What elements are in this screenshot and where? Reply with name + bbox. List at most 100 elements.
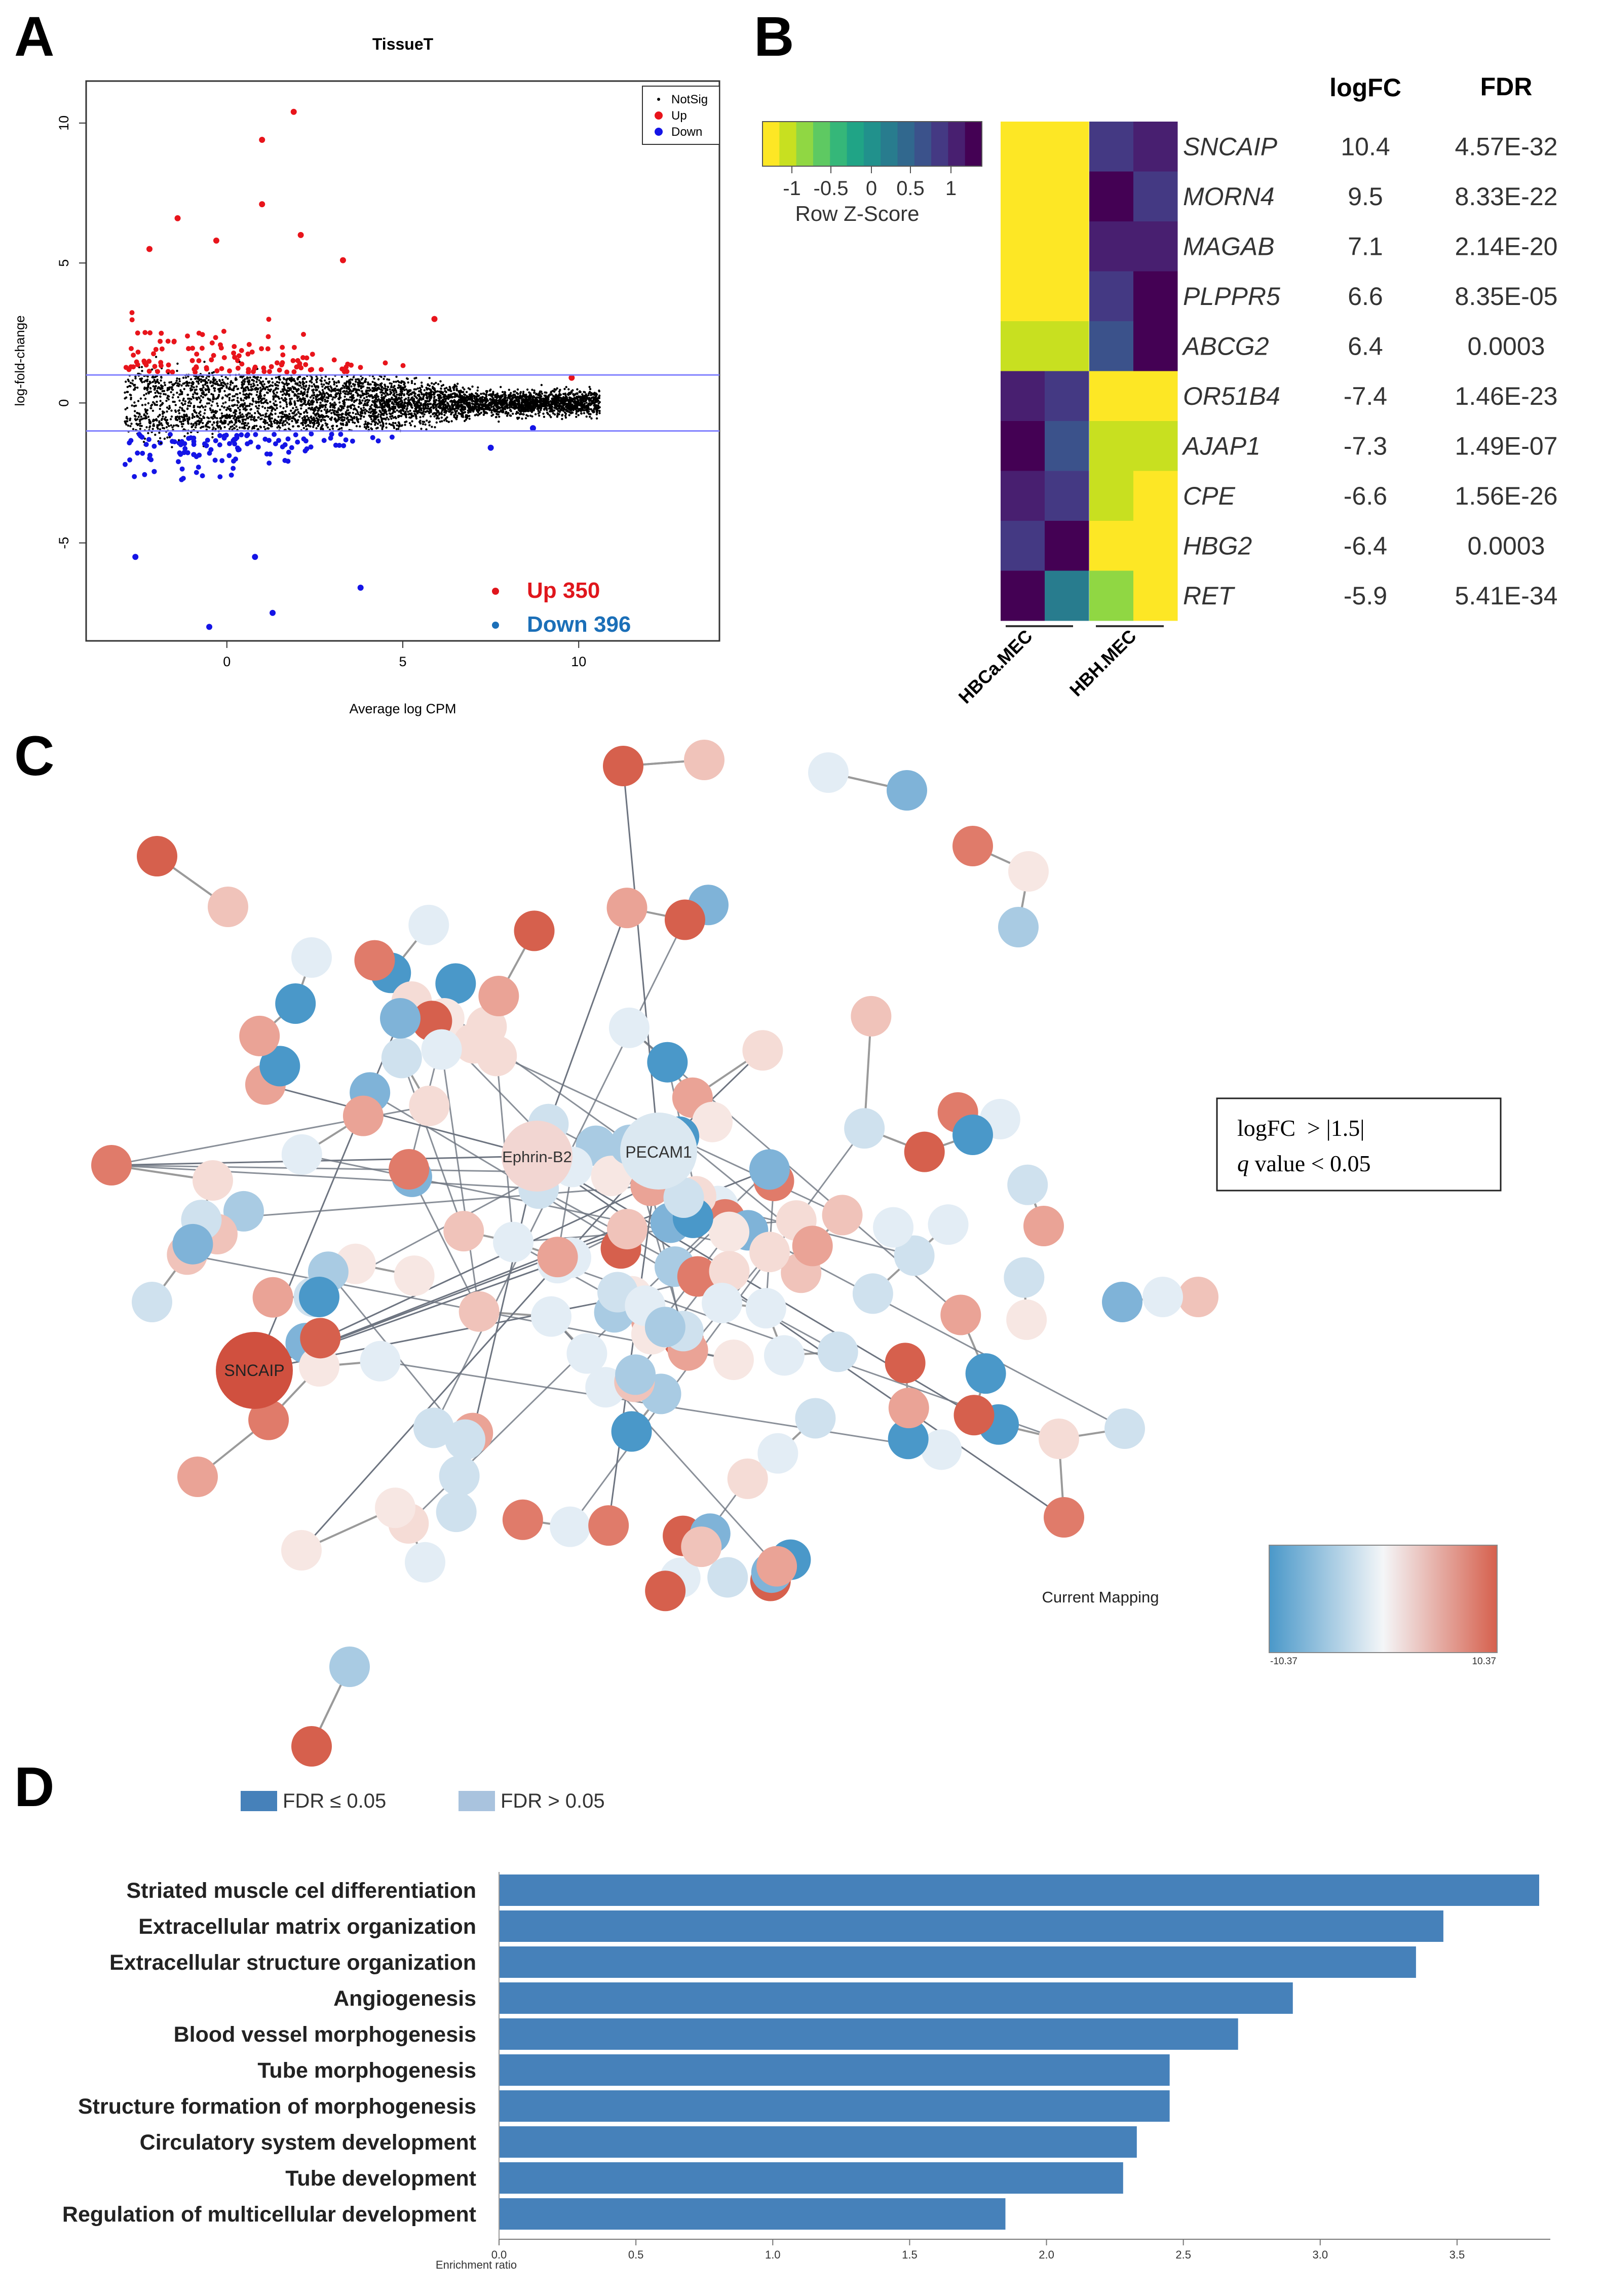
- ma-point: [553, 413, 556, 416]
- ma-point: [542, 400, 545, 402]
- ma-point: [157, 391, 159, 394]
- ma-point: [205, 428, 208, 431]
- ma-point: [226, 377, 229, 380]
- ma-point: [549, 407, 551, 409]
- ma-point: [199, 401, 202, 404]
- ma-point: [174, 410, 177, 413]
- ma-point: [424, 402, 427, 404]
- ma-point: [232, 381, 234, 385]
- ma-point: [337, 397, 340, 400]
- ma-point: [447, 403, 449, 405]
- ma-point: [180, 393, 183, 395]
- ma-point: [324, 379, 326, 382]
- ma-point: [506, 406, 509, 409]
- ma-point: [279, 378, 281, 381]
- ma-point: [136, 411, 138, 414]
- ma-point: [363, 402, 366, 405]
- ma-point: [271, 417, 273, 419]
- ma-point: [516, 388, 519, 391]
- ma-point: [571, 411, 574, 414]
- ma-point: [359, 425, 361, 428]
- ma-point: [385, 423, 388, 425]
- ma-point: [444, 403, 447, 406]
- ma-point: [438, 412, 441, 415]
- ma-point: [227, 423, 230, 426]
- ma-point: [558, 390, 561, 393]
- ma-point: [139, 422, 141, 425]
- ma-point: [356, 417, 359, 420]
- ma-point: [223, 406, 226, 409]
- ma-point: [220, 419, 222, 422]
- ma-point: [384, 375, 386, 377]
- ma-point: [455, 385, 458, 388]
- ma-point: [279, 427, 281, 429]
- ma-point: [301, 417, 304, 419]
- ma-point: [358, 379, 361, 382]
- ma-point: [159, 395, 162, 398]
- ma-point: [389, 391, 392, 393]
- ma-point: [344, 413, 347, 415]
- ma-point: [343, 437, 349, 443]
- ma-point: [158, 382, 160, 385]
- ma-point: [311, 403, 314, 406]
- ma-point: [351, 399, 353, 402]
- ma-point: [243, 427, 246, 430]
- ma-point: [222, 402, 224, 405]
- ma-point: [149, 407, 152, 409]
- ma-point: [428, 385, 431, 387]
- ma-point: [199, 410, 202, 413]
- ma-point: [581, 399, 584, 402]
- ma-point: [467, 411, 470, 414]
- ma-point: [180, 384, 183, 387]
- ma-point: [508, 401, 511, 404]
- ma-point: [519, 410, 522, 413]
- ma-point: [229, 384, 232, 386]
- ma-point: [123, 365, 129, 370]
- ma-point: [252, 364, 258, 370]
- ma-point: [336, 419, 339, 422]
- ma-point: [321, 416, 324, 419]
- ma-point: [391, 412, 394, 414]
- ma-point: [258, 379, 260, 382]
- ma-point: [314, 385, 316, 388]
- ma-point: [351, 418, 354, 422]
- ma-point: [339, 366, 345, 372]
- ma-point: [276, 391, 278, 394]
- ma-point: [191, 416, 194, 419]
- ma-point: [301, 383, 304, 386]
- ma-point: [373, 401, 376, 404]
- ma-point: [311, 408, 314, 411]
- ma-point: [320, 410, 323, 412]
- ma-point: [219, 458, 225, 464]
- ma-point: [343, 387, 346, 389]
- ma-point: [387, 394, 389, 396]
- ma-point: [212, 457, 218, 463]
- ma-point: [230, 420, 233, 423]
- ma-point: [342, 391, 345, 393]
- ma-point: [352, 376, 355, 378]
- ma-point: [286, 384, 289, 387]
- ma-point: [394, 422, 397, 425]
- ma-point: [408, 394, 411, 396]
- ma-point: [168, 395, 170, 398]
- ma-point: [482, 407, 484, 410]
- ma-point: [481, 396, 484, 398]
- ma-point: [298, 398, 301, 401]
- ma-point: [191, 413, 194, 415]
- ma-point: [211, 428, 214, 431]
- ma-point: [304, 403, 308, 406]
- ma-point: [374, 398, 377, 400]
- ma-point: [419, 416, 422, 418]
- ma-point: [178, 380, 181, 382]
- ma-point: [189, 402, 192, 405]
- ma-point: [589, 415, 591, 418]
- ma-point: [167, 398, 170, 401]
- ma-point: [297, 395, 300, 398]
- ma-point: [529, 396, 532, 399]
- ma-point: [212, 371, 215, 373]
- ma-point: [566, 393, 569, 396]
- ma-point: [248, 426, 250, 428]
- ma-point: [228, 422, 231, 424]
- ma-point: [405, 397, 407, 400]
- ma-point: [222, 381, 225, 384]
